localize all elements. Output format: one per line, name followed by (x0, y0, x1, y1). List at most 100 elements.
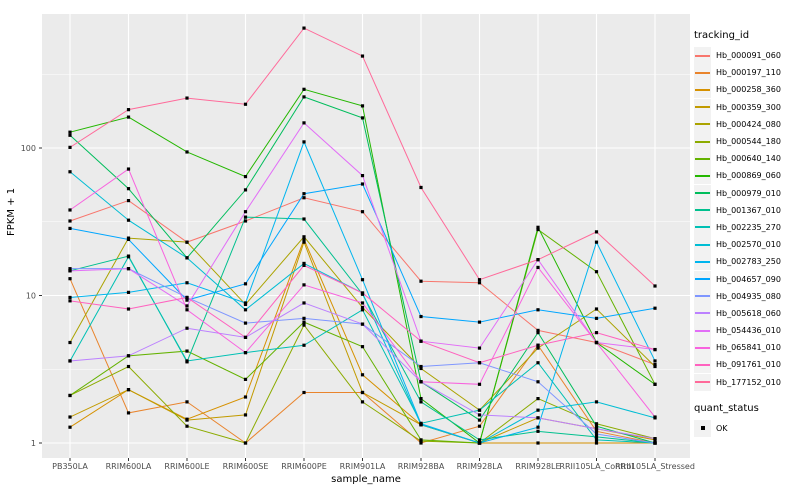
x-tick-label: RRIM600LE (164, 462, 209, 471)
data-point (419, 438, 423, 442)
data-point (360, 322, 365, 326)
legend-key (694, 150, 711, 168)
legend-key (694, 304, 711, 322)
data-point (477, 413, 482, 417)
data-point (302, 283, 306, 287)
legend-item-label: OK (716, 423, 728, 433)
data-point (419, 400, 423, 404)
data-point (68, 299, 72, 303)
x-tick-label: PB350LA (52, 462, 88, 471)
data-point (360, 305, 365, 310)
data-point (243, 308, 248, 312)
legend-item-label: Hb_177152_010 (716, 377, 781, 387)
data-point (360, 104, 365, 108)
x-tick-label: RRIM600LA (106, 462, 152, 471)
data-point (126, 290, 131, 294)
data-point (185, 349, 189, 353)
legend-key (694, 287, 711, 305)
legend-key (694, 339, 711, 357)
data-point (302, 95, 306, 99)
legend-key (694, 322, 711, 340)
data-point (126, 218, 131, 222)
y-tick-label: 100 (21, 144, 36, 153)
data-point (302, 320, 306, 324)
data-point (185, 424, 189, 428)
data-point (185, 281, 189, 285)
x-tick-label: RRIM928LA (457, 462, 503, 471)
legend-item-label: Hb_002235_270 (716, 222, 781, 232)
data-point (126, 108, 131, 112)
data-point (594, 400, 599, 404)
data-point (594, 240, 599, 244)
legend-item-label: Hb_004935_080 (716, 291, 781, 301)
line-swatch-icon (695, 157, 710, 160)
y-axis-title: FPKM + 1 (6, 187, 17, 236)
data-point (477, 361, 482, 365)
line-swatch-icon (695, 88, 710, 91)
legend-key (694, 253, 711, 271)
data-point (302, 323, 306, 327)
data-point (185, 150, 189, 154)
data-point (243, 219, 248, 223)
legend-item-Hb_065841_010: Hb_065841_010 (694, 339, 800, 357)
legend-item-label: Hb_000091_060 (716, 51, 781, 61)
data-point (243, 188, 248, 192)
data-point (68, 340, 72, 345)
legend-item-label: Hb_000424_080 (716, 119, 781, 129)
line-swatch-icon (695, 54, 710, 57)
data-point (360, 373, 365, 377)
data-point (594, 331, 599, 335)
data-point (68, 267, 72, 271)
data-point (477, 441, 482, 445)
line-swatch-icon (695, 123, 710, 126)
legend-item-Hb_000544_180: Hb_000544_180 (694, 133, 800, 151)
data-point (419, 441, 423, 445)
data-point (594, 435, 599, 439)
legend-key (694, 236, 711, 254)
data-point (68, 145, 72, 149)
data-point (653, 415, 657, 419)
legend-item-label: Hb_004657_090 (716, 274, 781, 284)
legend-key (694, 98, 711, 116)
data-point (243, 210, 248, 214)
data-point (536, 396, 540, 401)
data-point (419, 314, 423, 319)
legend-item-Hb_000197_110: Hb_000197_110 (694, 64, 800, 82)
data-point (536, 429, 540, 433)
data-point (594, 316, 599, 320)
data-point (594, 427, 599, 431)
data-point (653, 363, 657, 367)
x-tick-label: RRIM600PE (281, 462, 327, 471)
data-point (536, 258, 540, 262)
legend-item-Hb_001367_010: Hb_001367_010 (694, 201, 800, 219)
data-point (185, 359, 189, 363)
line-swatch-icon (695, 106, 710, 109)
data-point (185, 418, 189, 422)
y-tick-label: 10 (26, 291, 36, 300)
data-point (302, 140, 306, 144)
data-point (243, 102, 248, 106)
x-tick-label: RRIM901LA (340, 462, 386, 471)
data-point (126, 255, 131, 259)
x-tick-label: RRIM928LE (515, 462, 560, 471)
data-point (594, 340, 599, 345)
data-point (653, 306, 657, 310)
legend-item-label: Hb_000258_360 (716, 85, 781, 95)
data-point (477, 424, 482, 428)
data-point (477, 418, 482, 422)
legend-item-Hb_004657_090: Hb_004657_090 (694, 270, 800, 288)
data-point (68, 277, 72, 281)
data-point (594, 270, 599, 274)
data-point (477, 408, 482, 412)
data-point (360, 210, 365, 214)
legend-item-Hb_000359_300: Hb_000359_300 (694, 98, 800, 116)
data-point (68, 219, 72, 223)
data-point (594, 429, 599, 433)
data-point (243, 174, 248, 179)
legend: tracking_id Hb_000091_060 Hb_000197_110 Hb… (694, 0, 800, 437)
legend-key (694, 133, 711, 151)
data-point (536, 346, 540, 350)
data-point (126, 115, 131, 119)
data-point (185, 295, 189, 300)
data-point (302, 261, 306, 266)
